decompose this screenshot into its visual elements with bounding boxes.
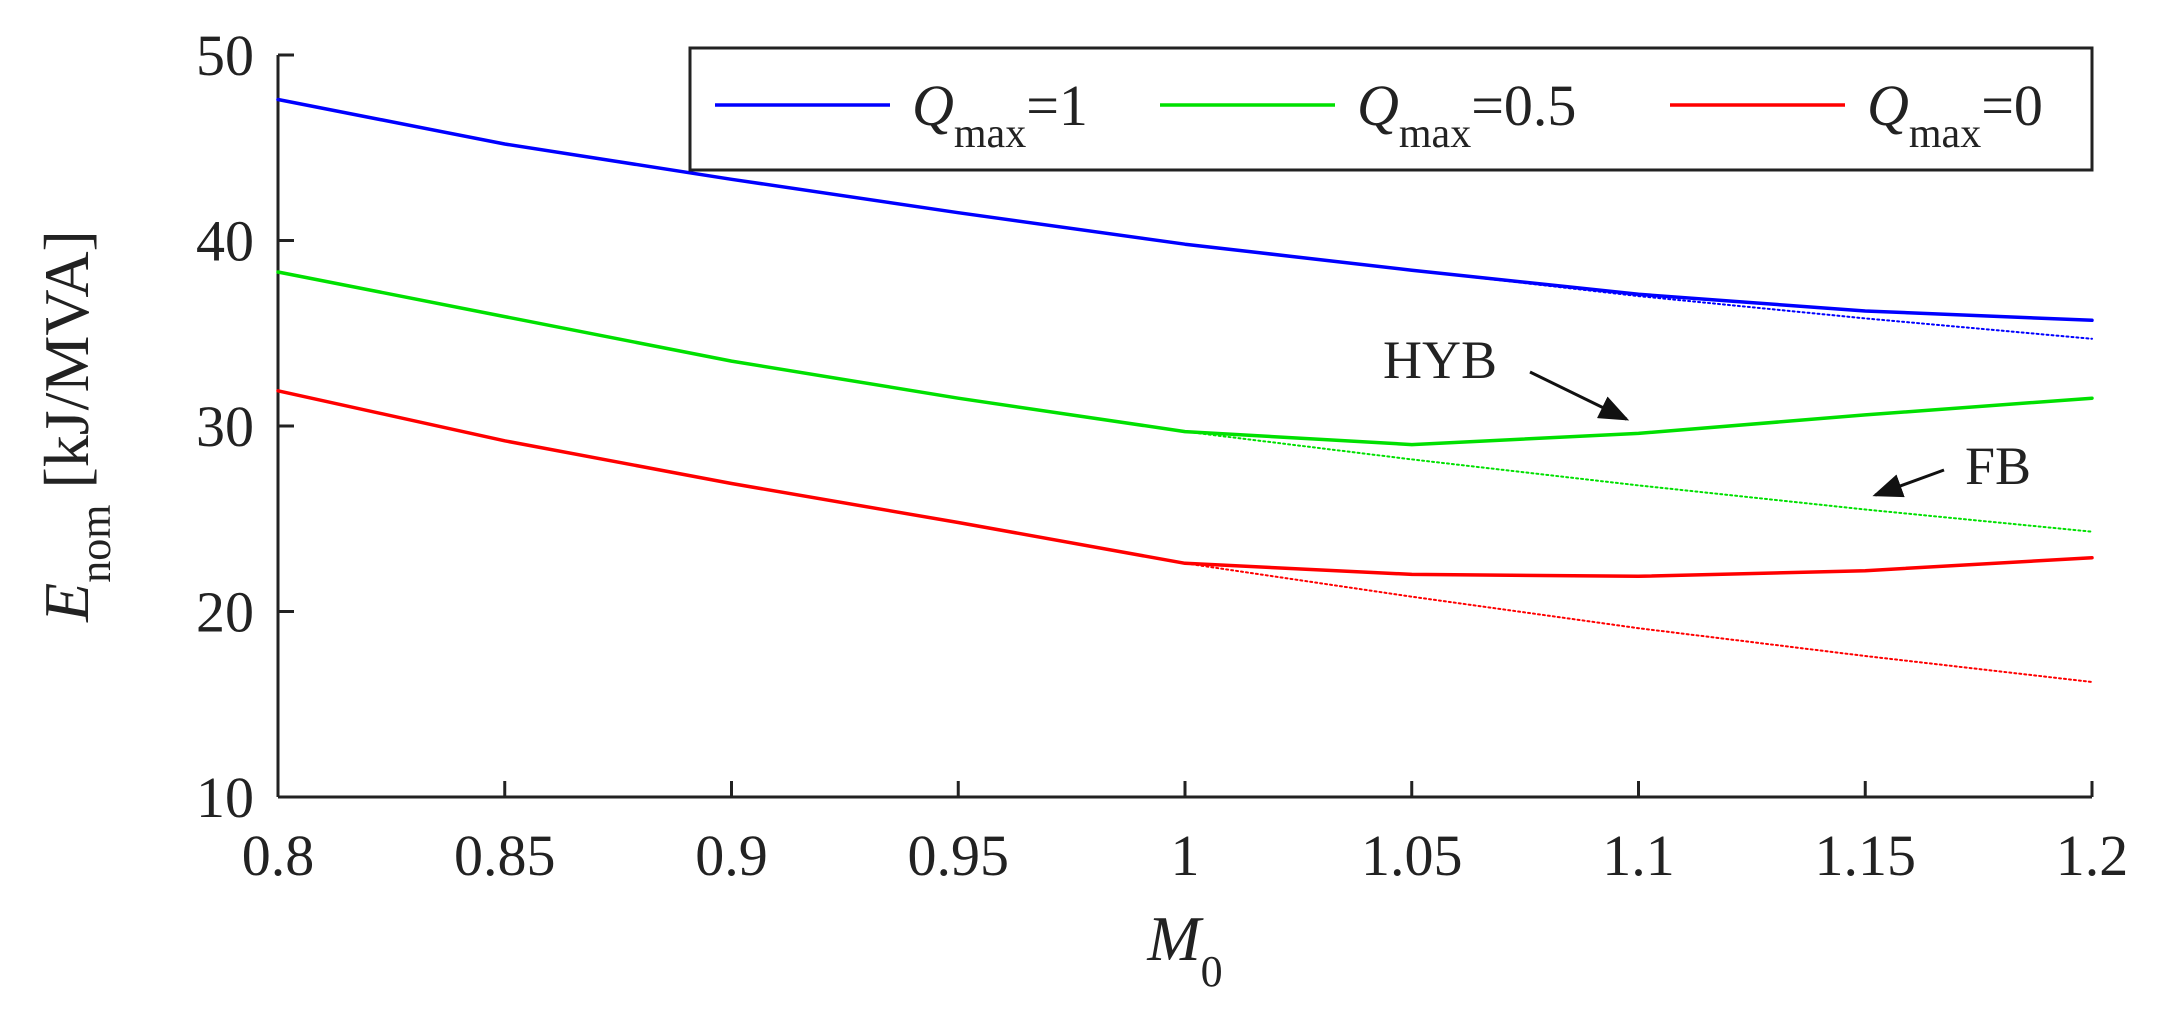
- x-axis-title-main: M: [1146, 903, 1204, 974]
- legend-label-sub-0: max: [954, 111, 1026, 157]
- series-line-1-dotted: [277, 98, 2093, 340]
- series-group: [276, 97, 2094, 683]
- annotation-hyb-arrow: [1529, 370, 1630, 421]
- annotation-fb-label: FB: [1965, 436, 2031, 496]
- annotation-hyb-label: HYB: [1383, 330, 1497, 390]
- annotation-group: HYB FB: [1383, 330, 2031, 498]
- legend-label-2: Qmax=0: [1867, 73, 2043, 157]
- y-tick-label: 50: [196, 23, 254, 88]
- legend-label-main-0: Q: [912, 73, 954, 138]
- x-tick-label: 1.15: [1815, 823, 1917, 888]
- legend-label-value-1: =0.5: [1471, 73, 1576, 138]
- x-tick-label: 1.1: [1602, 823, 1675, 888]
- x-tick-label: 1.2: [2056, 823, 2129, 888]
- axes-group: 0.8 0.85 0.9 0.95 1 1.05 1.1 1.15 1.2 10 20 30 40 50 M…: [31, 23, 2128, 996]
- y-axis-title-unit: [kJ/MVA]: [31, 230, 102, 504]
- legend-label-0: Qmax=1: [912, 73, 1088, 157]
- annotation-fb-arrow: [1872, 468, 1945, 498]
- y-tick-label: 20: [196, 580, 254, 645]
- y-axis-title: Enom [kJ/MVA]: [31, 230, 120, 623]
- legend-label-main-1: Q: [1357, 73, 1399, 138]
- legend-label-sub-1: max: [1399, 111, 1471, 157]
- x-tick-label: 1: [1171, 823, 1200, 888]
- y-tick-label: 10: [196, 765, 254, 830]
- legend-label-main-2: Q: [1867, 73, 1909, 138]
- legend-box: [688, 46, 2094, 172]
- x-tick-label: 0.85: [454, 823, 556, 888]
- x-axis-title: M0: [1146, 903, 1222, 996]
- x-tick-label: 0.9: [695, 823, 768, 888]
- legend-label-value-2: =0: [1981, 73, 2043, 138]
- legend-label-sub-2: max: [1909, 111, 1981, 157]
- x-axis-title-subscript: 0: [1201, 947, 1223, 996]
- y-tick-label: 30: [196, 394, 254, 459]
- legend-label-1: Qmax=0.5: [1357, 73, 1576, 157]
- x-tick-label: 0.8: [242, 823, 315, 888]
- y-axis-title-main: E: [31, 583, 102, 623]
- legend-group: Qmax=1 Qmax=0.5 Qmax=0: [688, 46, 2094, 172]
- series-line-2-solid: [276, 270, 2094, 447]
- y-axis-title-subscript: nom: [71, 505, 120, 583]
- series-line-5-dotted: [277, 389, 2093, 683]
- x-tick-label: 1.05: [1361, 823, 1463, 888]
- x-tick-label: 0.95: [908, 823, 1010, 888]
- series-line-3-dotted: [277, 271, 2093, 533]
- y-tick-label: 40: [196, 209, 254, 274]
- legend-label-value-0: =1: [1026, 73, 1088, 138]
